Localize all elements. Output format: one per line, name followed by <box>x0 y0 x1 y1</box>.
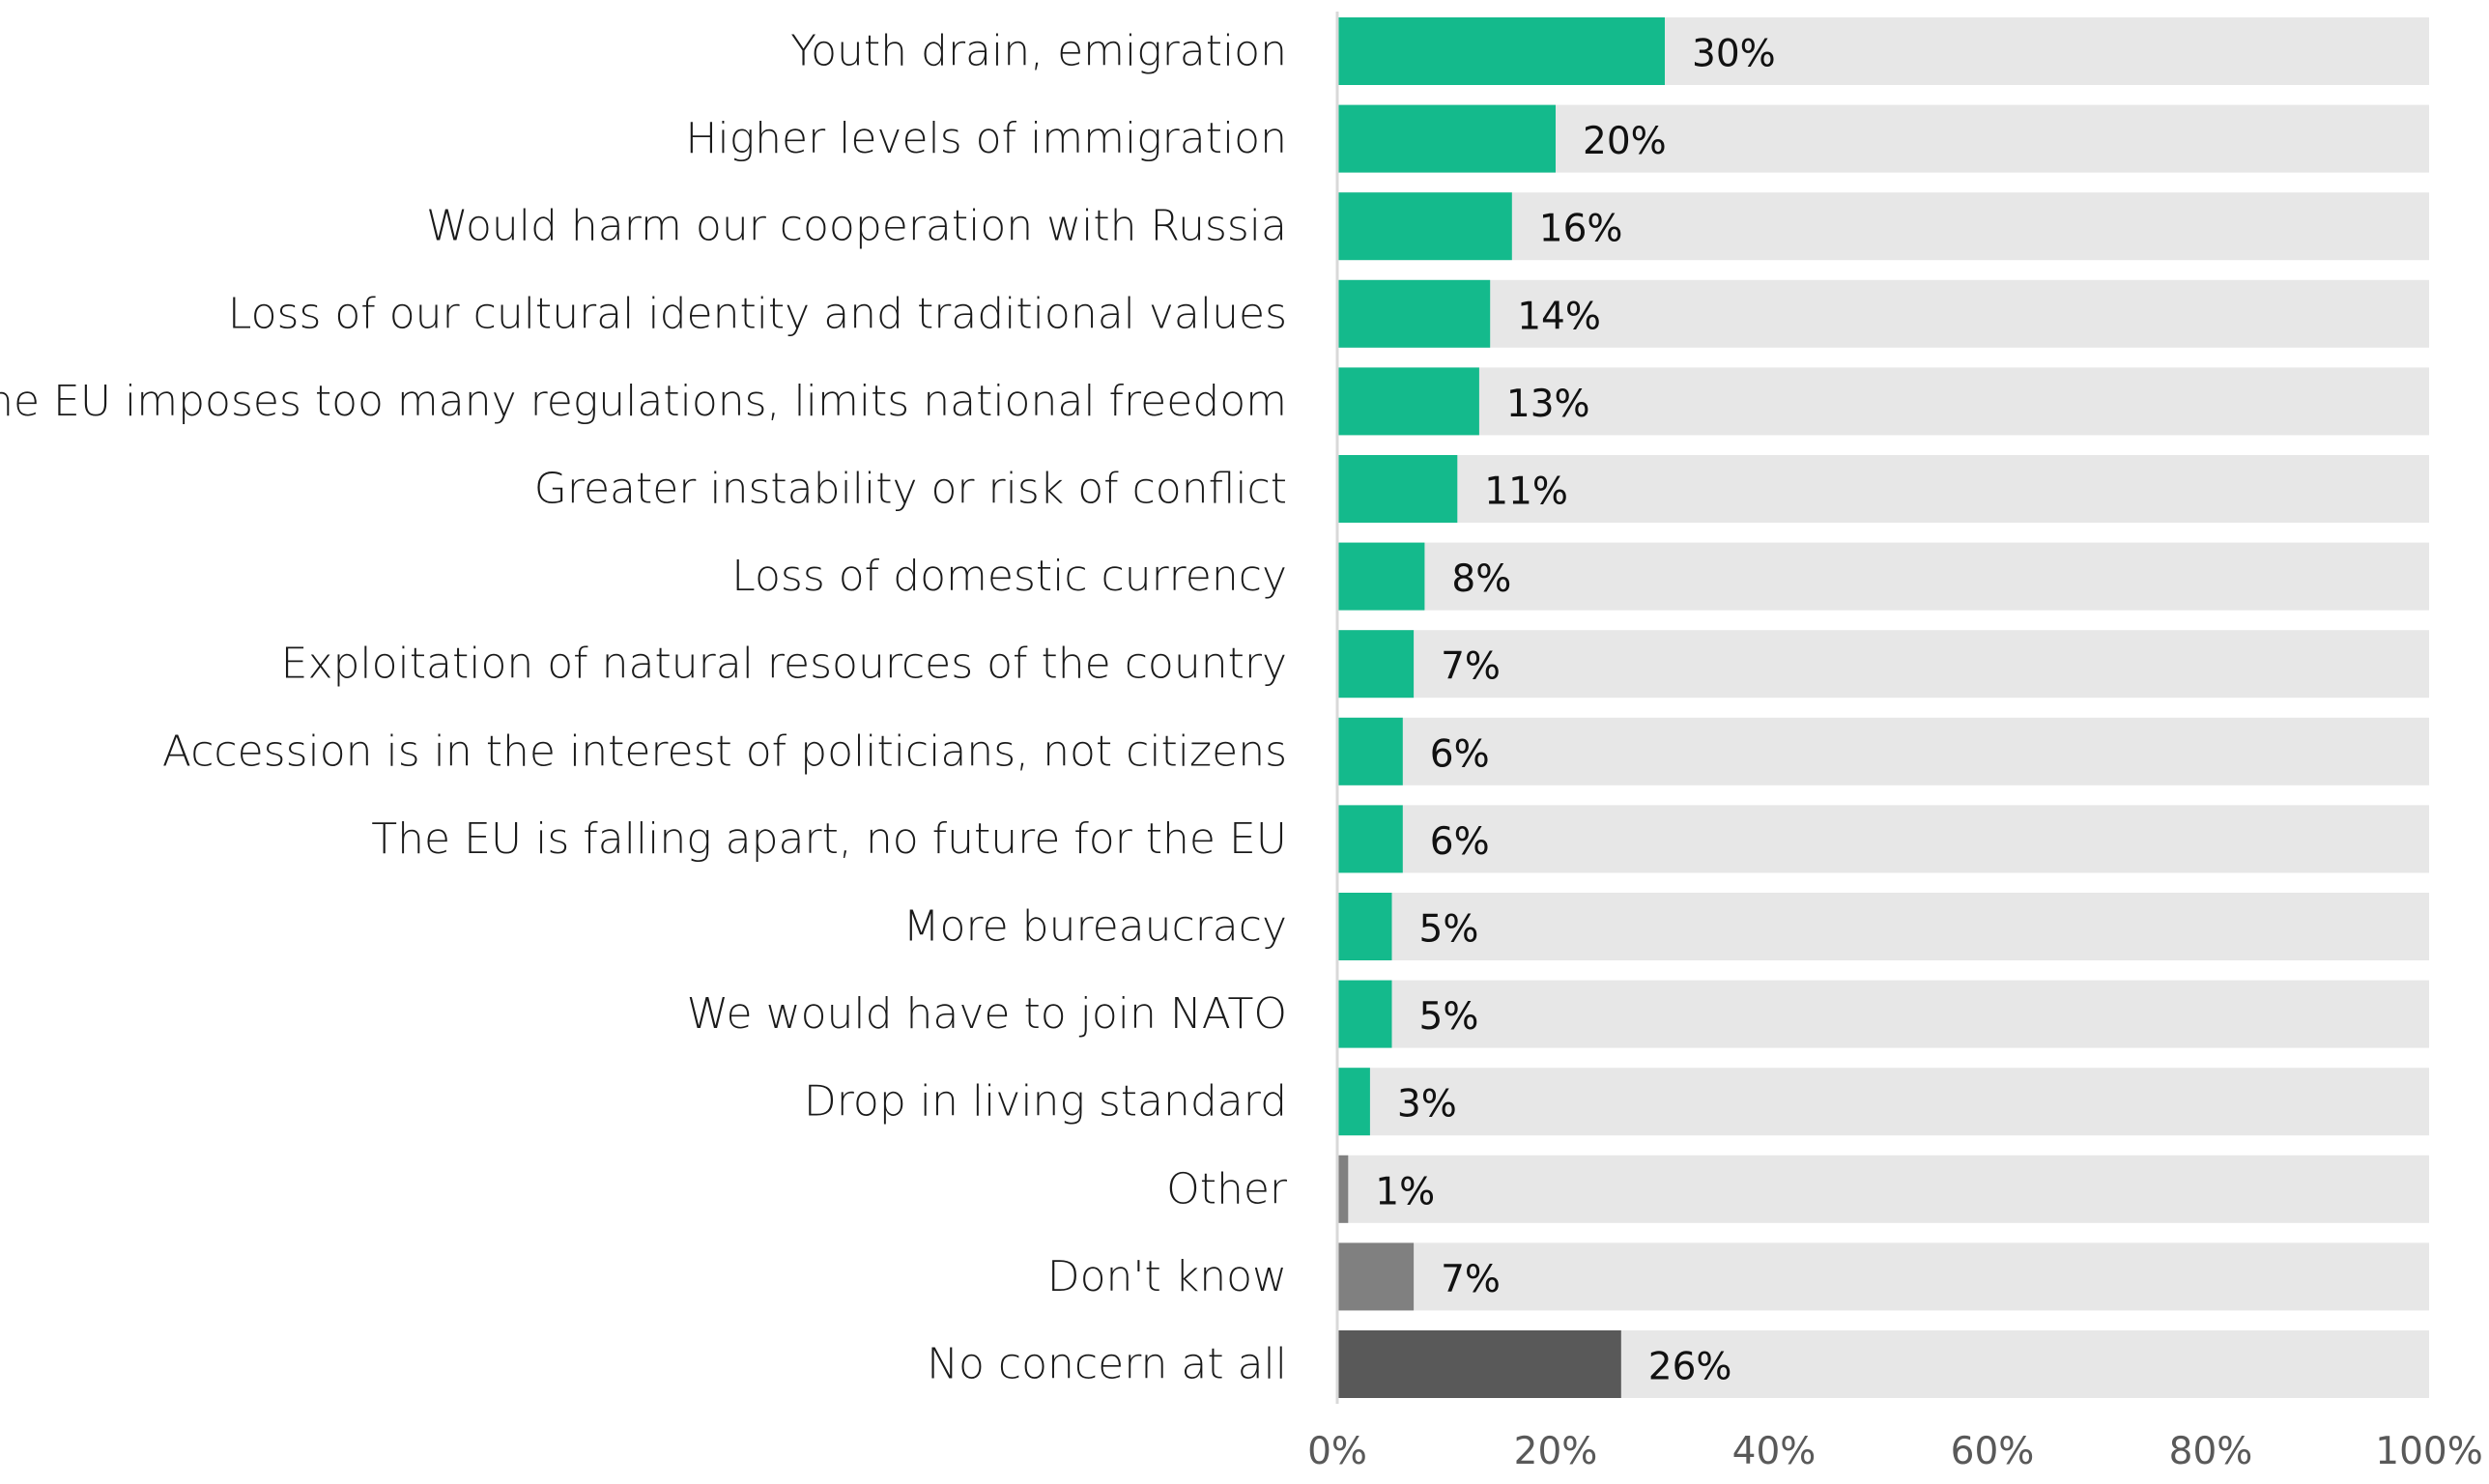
value-label: 1% <box>1375 1170 1435 1213</box>
bar <box>1337 717 1403 785</box>
bar <box>1337 1068 1370 1136</box>
value-label: 7% <box>1441 1258 1501 1301</box>
background-bar <box>1337 1155 2429 1223</box>
value-label: 20% <box>1583 120 1667 163</box>
value-label: 6% <box>1430 732 1490 776</box>
background-bar <box>1337 192 2429 261</box>
category-label: We would have to join NATO <box>687 989 1287 1039</box>
value-label: 7% <box>1441 645 1501 689</box>
value-label: 26% <box>1648 1346 1732 1389</box>
bar <box>1337 367 1479 436</box>
category-label: Drop in living standard <box>804 1077 1287 1127</box>
category-labels: Youth drain, emigration Higher levels of … <box>0 27 1288 1389</box>
category-label: Accession is in the interest of politici… <box>162 727 1287 776</box>
value-label: 11% <box>1484 471 1568 514</box>
value-label: 5% <box>1419 908 1479 952</box>
category-label: Would harm our cooperation with Russia <box>426 202 1287 251</box>
bar <box>1337 104 1556 173</box>
bar <box>1337 893 1392 960</box>
bar <box>1337 980 1392 1048</box>
category-label: No concern at all <box>927 1340 1287 1389</box>
bar <box>1337 192 1512 261</box>
bar <box>1337 1242 1415 1311</box>
background-bar <box>1337 455 2429 523</box>
background-bar <box>1337 279 2429 348</box>
x-axis-tick-labels: 0% 20% 40% 60% 80% 100% <box>1307 1430 2483 1473</box>
value-label: 30% <box>1692 33 1776 76</box>
category-label: Don't know <box>1047 1252 1287 1301</box>
category-label: The EU is falling apart, no future for t… <box>371 814 1287 864</box>
bar <box>1337 279 1491 348</box>
background-bar <box>1337 1068 2429 1136</box>
x-tick-label: 60% <box>1951 1430 2035 1473</box>
value-label: 5% <box>1419 995 1479 1039</box>
data-bars <box>1337 17 1665 1398</box>
background-bar <box>1337 805 2429 873</box>
background-bar <box>1337 542 2429 611</box>
category-label: More bureaucracy <box>903 902 1287 952</box>
x-tick-label: 100% <box>2375 1430 2483 1473</box>
category-label: Loss of domestic currency <box>731 552 1287 601</box>
category-label: Youth drain, emigration <box>790 27 1287 76</box>
bar <box>1337 630 1415 699</box>
background-bar <box>1337 893 2429 960</box>
category-label: Greater instability or risk of conflict <box>534 465 1287 514</box>
x-tick-label: 80% <box>2169 1430 2253 1473</box>
value-labels: 30% 20% 16% 14% 13% 11% 8% 7% 6% 6% 5% 5% 3% 1% 7% 26% <box>1375 33 1775 1389</box>
category-label: Higher levels of immigration <box>685 114 1287 163</box>
value-label: 8% <box>1451 557 1511 601</box>
category-label: The EU imposes too many regulations, lim… <box>0 377 1287 426</box>
bar <box>1337 805 1403 873</box>
bar <box>1337 1155 1349 1223</box>
bar <box>1337 542 1425 611</box>
category-label: Other <box>1166 1164 1288 1213</box>
value-label: 16% <box>1539 208 1623 251</box>
category-label: Loss of our cultural identity and tradit… <box>228 289 1287 338</box>
background-bar <box>1337 367 2429 436</box>
background-bar <box>1337 717 2429 785</box>
value-label: 3% <box>1397 1083 1457 1127</box>
background-bars <box>1337 17 2429 1398</box>
value-label: 14% <box>1517 295 1601 338</box>
bar <box>1337 455 1458 523</box>
value-label: 13% <box>1506 383 1590 426</box>
background-bar <box>1337 1242 2429 1311</box>
x-tick-label: 40% <box>1732 1430 1817 1473</box>
category-label: Exploitation of natural resources of the… <box>281 640 1287 689</box>
background-bar <box>1337 980 2429 1048</box>
value-label: 6% <box>1430 820 1490 864</box>
x-tick-label: 0% <box>1307 1430 1367 1473</box>
background-bar <box>1337 630 2429 699</box>
bar <box>1337 1330 1621 1398</box>
bar <box>1337 17 1665 85</box>
x-tick-label: 20% <box>1514 1430 1598 1473</box>
